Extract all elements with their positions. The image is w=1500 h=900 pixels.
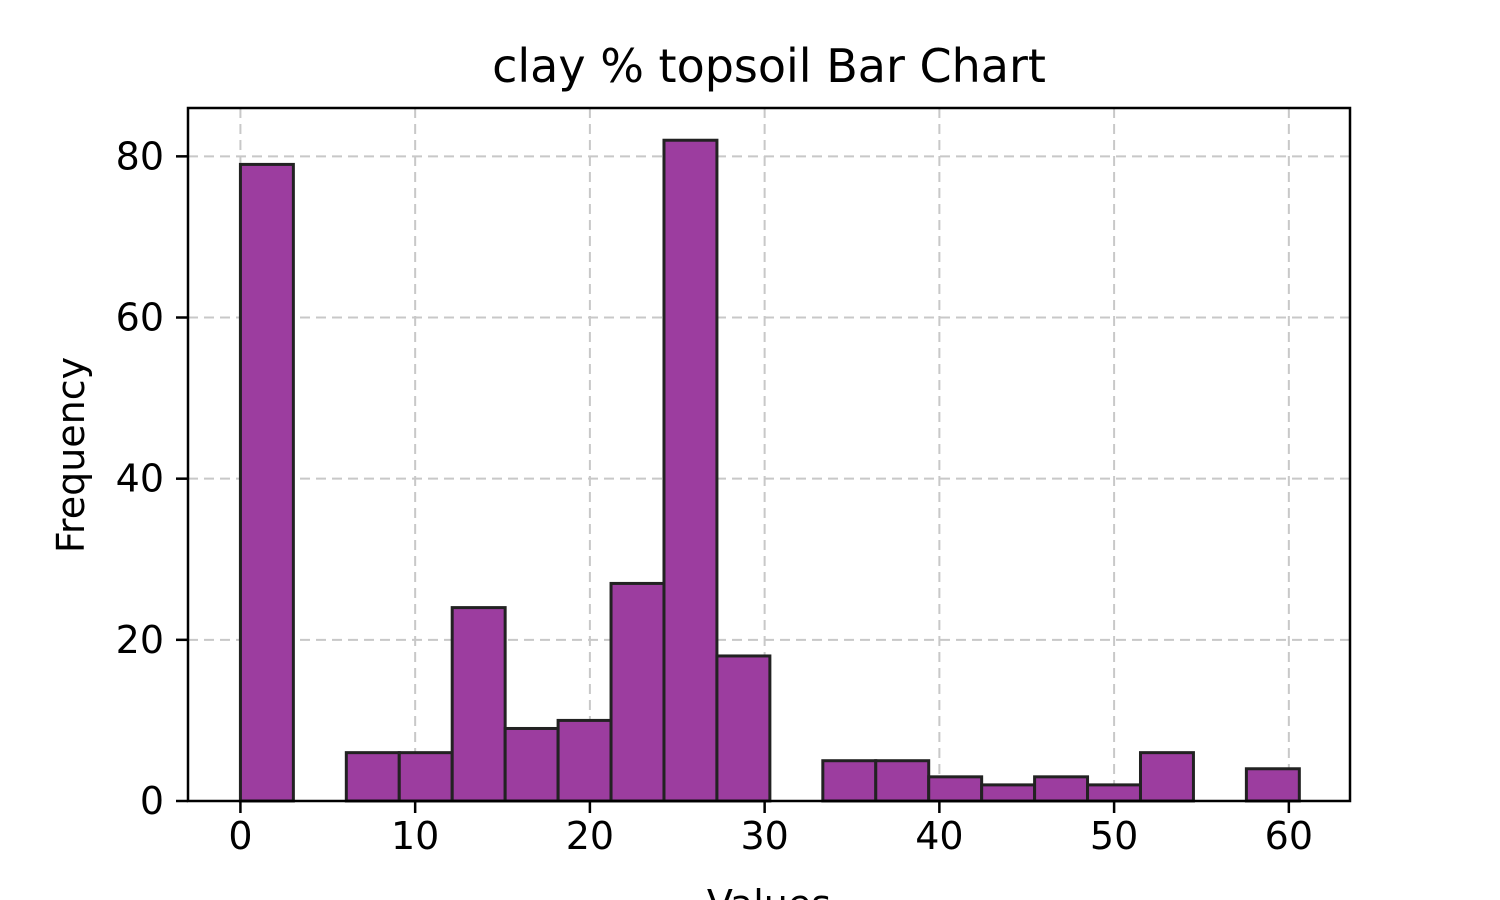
histogram-bar (927, 775, 984, 803)
x-tick-label: 50 (1090, 814, 1138, 858)
histogram-bar (715, 654, 772, 803)
x-tick-label: 10 (391, 814, 439, 858)
histogram-bar (503, 726, 560, 803)
histogram-bar (609, 581, 666, 803)
histogram-bar (1244, 767, 1301, 803)
x-tick-label: 0 (228, 814, 252, 858)
histogram-bar (450, 606, 507, 803)
histogram-bar (1138, 751, 1195, 803)
bars-layer (238, 138, 1301, 803)
y-tick-label: 20 (116, 618, 164, 662)
x-tick-label: 20 (566, 814, 614, 858)
plot-area-frame (186, 106, 1352, 803)
histogram-bar (556, 718, 613, 803)
y-tick-label: 80 (116, 134, 164, 178)
histogram-bar (980, 783, 1037, 803)
x-axis-label: Values (707, 882, 831, 900)
ticks-layer: 0 10 20 30 40 50 60 0 20 40 60 80 (116, 134, 1313, 858)
y-tick-label: 0 (140, 779, 164, 823)
x-tick-label: 30 (740, 814, 788, 858)
histogram-bar (662, 138, 719, 803)
y-tick-label: 40 (116, 457, 164, 501)
histogram-bar (238, 162, 295, 803)
histogram-bar (344, 751, 401, 803)
histogram-bar (1086, 783, 1142, 803)
histogram-bar (821, 759, 878, 803)
histogram-bar (397, 751, 454, 803)
histogram-bar (1033, 775, 1090, 803)
histogram-bar (874, 759, 931, 803)
chart-title: clay % topsoil Bar Chart (492, 39, 1046, 93)
y-axis-label: Frequency (49, 357, 93, 553)
x-tick-label: 60 (1265, 814, 1313, 858)
y-tick-label: 60 (116, 296, 164, 340)
x-tick-label: 40 (915, 814, 963, 858)
